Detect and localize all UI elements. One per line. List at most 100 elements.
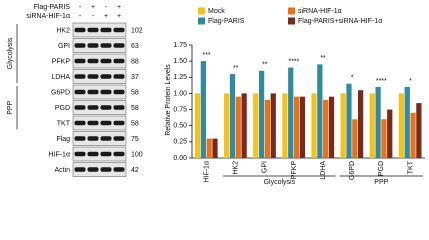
blot-band [100, 74, 112, 79]
blot-band [87, 43, 99, 48]
y-tick-label: 1.25 [173, 74, 187, 81]
blot-band [100, 58, 112, 64]
blot-panel [72, 38, 127, 53]
blot-panel [72, 115, 127, 131]
blot-band [113, 74, 125, 79]
legend-swatch [198, 7, 205, 15]
blot-band [74, 74, 86, 79]
y-tick-label: 1.75 [173, 42, 187, 49]
mw-marker: 88 [131, 59, 139, 66]
bar [212, 138, 218, 158]
protein-label: PFKP [52, 59, 71, 66]
blot-band [100, 151, 112, 157]
significance-label: * [409, 78, 412, 85]
mw-marker: 100 [131, 152, 143, 159]
legend-label: siRNA-HIF-1α [298, 8, 342, 15]
blot-panel [72, 146, 127, 162]
blot-band [74, 89, 86, 95]
y-tick-label: 1.50 [173, 58, 187, 65]
significance-label: * [351, 75, 354, 82]
y-tick-label: 0.25 [173, 139, 187, 146]
blot-band [87, 74, 99, 79]
blot-band [87, 27, 99, 33]
bar [323, 99, 329, 158]
treatment-sign: + [104, 13, 108, 20]
protein-label: Actin [54, 167, 70, 174]
bar [241, 93, 247, 158]
x-tick-label: PGD [378, 161, 385, 176]
bar [258, 70, 265, 158]
blot-band [74, 120, 86, 126]
bar [270, 93, 276, 158]
treatment-label: siRNA-HIF-1α [26, 13, 70, 20]
x-tick-label: HIF-1α [203, 161, 210, 183]
blot-band [100, 105, 112, 110]
blot-panel [72, 22, 127, 38]
blot-panel [72, 69, 127, 84]
mw-marker: 58 [131, 90, 139, 97]
bar [293, 96, 300, 158]
blot-panel [72, 53, 127, 69]
significance-label: ** [262, 62, 268, 69]
bar [340, 93, 346, 158]
blot-band [100, 43, 112, 48]
legend-label: Flag-PARIS+siRNA-HIF-1α [298, 18, 382, 25]
bar [317, 64, 323, 158]
bar [206, 138, 212, 158]
y-tick-label: 0.00 [173, 155, 187, 162]
bar [288, 67, 294, 158]
treatment-sign: - [105, 4, 108, 11]
y-tick-label: 1.00 [173, 90, 187, 97]
protein-label: G6PD [51, 90, 70, 97]
y-axis-label: Relative Protein Levels [165, 64, 172, 136]
legend-label: Flag-PARIS [208, 18, 245, 25]
bar [264, 99, 271, 158]
treatment-sign: + [91, 4, 95, 11]
protein-label: HK2 [56, 28, 70, 35]
blot-band [100, 89, 112, 95]
bar [404, 86, 410, 158]
treatment-sign: - [79, 13, 82, 20]
mw-marker: 75 [131, 136, 139, 143]
blot-panel [72, 162, 127, 177]
mw-marker: 58 [131, 121, 139, 128]
blot-band [100, 120, 112, 126]
protein-label: HIF-1α [48, 152, 70, 159]
bar [410, 112, 416, 158]
y-tick-label: 0.75 [173, 106, 187, 113]
y-tick-label: 0.50 [173, 123, 187, 130]
treatment-sign: - [79, 4, 82, 11]
bar [369, 93, 375, 158]
bar [381, 119, 387, 158]
bar [398, 93, 405, 158]
blot-band [113, 120, 125, 126]
blot-band [87, 167, 99, 172]
treatment-label: Flag-PARIS [34, 4, 71, 11]
blot-band [113, 151, 125, 157]
bar [346, 83, 352, 158]
bar [375, 86, 381, 158]
blot-band [87, 58, 99, 64]
group-label: PPP [374, 179, 388, 186]
bar [282, 93, 288, 158]
significance-label: **** [288, 58, 299, 65]
blot-band [100, 167, 112, 172]
bar [200, 61, 206, 159]
significance-label: ** [233, 65, 239, 72]
bar [416, 103, 422, 158]
blot-band [113, 89, 125, 95]
bar [299, 96, 305, 158]
blot-band [87, 136, 99, 141]
blot-panel [72, 100, 127, 115]
group-label: PPP [7, 100, 14, 114]
significance-label: ** [320, 55, 326, 62]
bar [387, 109, 393, 158]
bar [224, 93, 230, 158]
x-tick-label: G6PD [349, 161, 356, 180]
bar [358, 90, 364, 158]
mw-marker: 58 [131, 105, 139, 112]
blot-band [87, 151, 99, 157]
blot-band [113, 58, 125, 64]
protein-label: GPI [58, 43, 70, 50]
protein-label: Flag [56, 136, 70, 143]
